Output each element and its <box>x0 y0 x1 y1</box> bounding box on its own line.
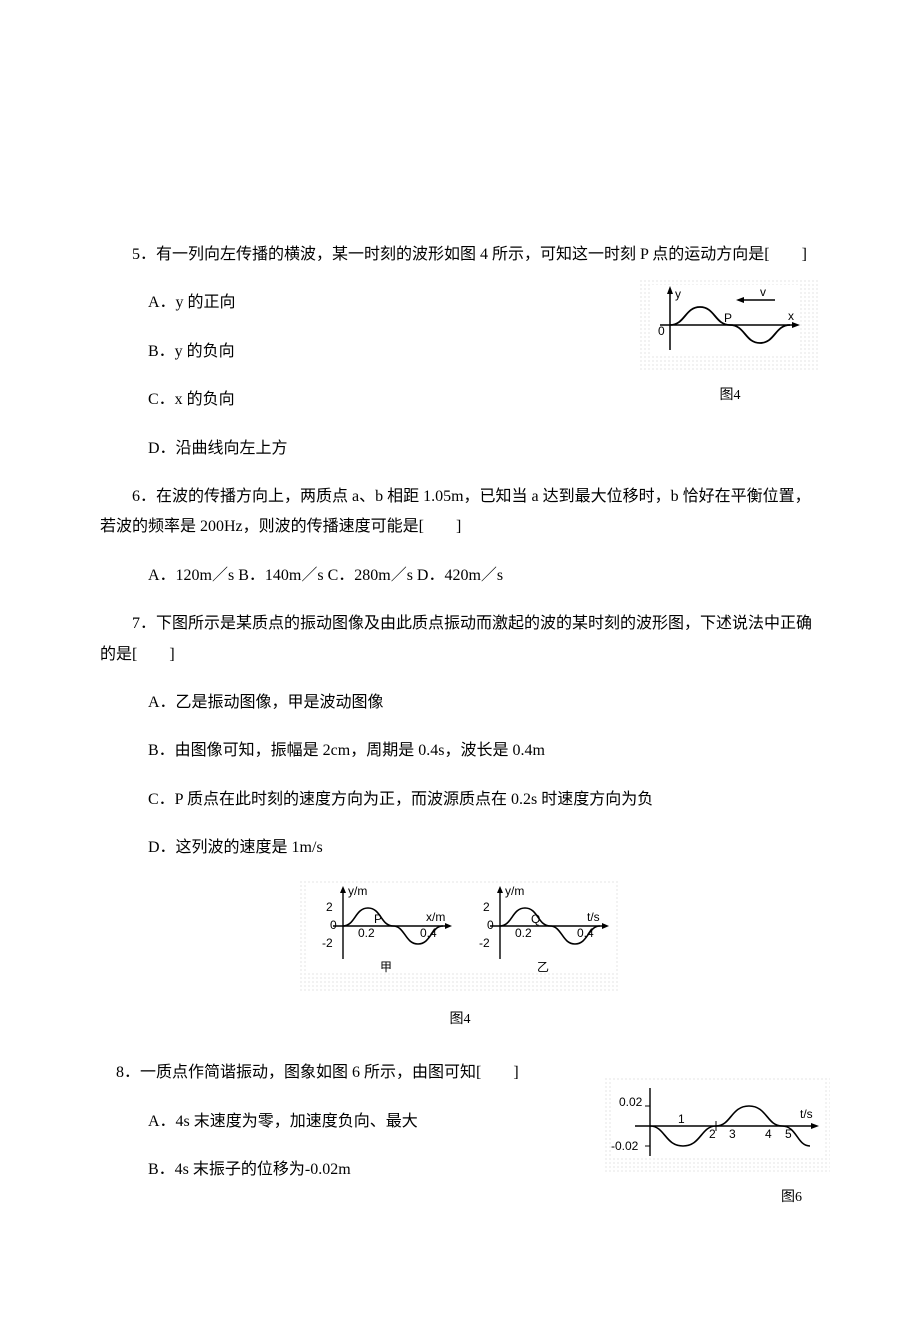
figure-4-wave: y x 0 v P 图4 <box>630 280 830 410</box>
svg-text:0: 0 <box>658 324 665 338</box>
q7-option-a: A．乙是振动图像，甲是波动图像 <box>100 688 820 718</box>
question-6: 6．在波的传播方向上，两质点 a、b 相距 1.05m，已知当 a 达到最大位移… <box>100 482 820 591</box>
svg-text:0.2: 0.2 <box>515 926 532 940</box>
svg-text:y/m: y/m <box>348 884 367 898</box>
svg-text:t/s: t/s <box>800 1107 813 1121</box>
q7-option-c: C．P 质点在此时刻的速度方向为正，而波源质点在 0.2s 时速度方向为负 <box>100 785 820 815</box>
wave-pair-diagram-icon: y/m x/m 2 0 -2 0.2 0.4 P 甲 <box>300 881 620 991</box>
svg-text:0.4: 0.4 <box>577 926 594 940</box>
svg-text:4: 4 <box>765 1127 772 1141</box>
question-7: 7．下图所示是某质点的振动图像及由此质点振动而激起的波的某时刻的波形图，下述说法… <box>100 609 820 1034</box>
figure-6: t/s 0.02 -0.02 1 2 3 4 5 图6 <box>600 1078 830 1211</box>
figure-4-caption: 图4 <box>630 383 830 410</box>
svg-text:2: 2 <box>709 1127 716 1141</box>
figure-6-caption: 图6 <box>600 1185 830 1212</box>
axis-x-label: x <box>788 309 794 323</box>
q5-option-d: D．沿曲线向左上方 <box>100 434 820 464</box>
q5-stem: 5．有一列向左传播的横波，某一时刻的波形如图 4 所示，可知这一时刻 P 点的运… <box>100 240 820 270</box>
svg-text:0.02: 0.02 <box>619 1095 643 1109</box>
shm-diagram-icon: t/s 0.02 -0.02 1 2 3 4 5 <box>605 1078 830 1173</box>
question-8: 8．一质点作简谐振动，图象如图 6 所示，由图可知[ ] t/s 0.02 -0… <box>100 1058 820 1185</box>
svg-text:-2: -2 <box>322 936 333 950</box>
svg-text:2: 2 <box>483 900 490 914</box>
svg-text:0: 0 <box>487 918 494 932</box>
q7-option-d: D．这列波的速度是 1m/s <box>100 833 820 863</box>
svg-text:Q: Q <box>531 912 540 926</box>
question-5: 5．有一列向左传播的横波，某一时刻的波形如图 4 所示，可知这一时刻 P 点的运… <box>100 240 820 464</box>
velocity-label: v <box>760 285 766 299</box>
point-p-label: P <box>724 311 732 325</box>
svg-text:甲: 甲 <box>380 960 392 974</box>
svg-text:1: 1 <box>678 1112 685 1126</box>
figure-4-pair: y/m x/m 2 0 -2 0.2 0.4 P 甲 <box>100 881 820 1034</box>
svg-text:P: P <box>374 912 382 926</box>
svg-text:-2: -2 <box>479 936 490 950</box>
q6-options: A．120m／s B．140m／s C．280m／s D．420m／s <box>100 561 820 591</box>
svg-text:0.4: 0.4 <box>420 926 437 940</box>
svg-text:2: 2 <box>326 900 333 914</box>
svg-text:y/m: y/m <box>505 884 524 898</box>
wave-diagram-icon: y x 0 v P <box>640 280 820 370</box>
svg-text:-0.02: -0.02 <box>611 1139 639 1153</box>
axis-y-label: y <box>675 287 681 301</box>
q7-stem: 7．下图所示是某质点的振动图像及由此质点振动而激起的波的某时刻的波形图，下述说法… <box>100 609 820 670</box>
q6-stem: 6．在波的传播方向上，两质点 a、b 相距 1.05m，已知当 a 达到最大位移… <box>100 482 820 543</box>
svg-text:5: 5 <box>785 1127 792 1141</box>
figure-4-pair-caption: 图4 <box>300 1007 620 1034</box>
svg-text:x/m: x/m <box>426 910 445 924</box>
svg-text:0.2: 0.2 <box>358 926 375 940</box>
q7-option-b: B．由图像可知，振幅是 2cm，周期是 0.4s，波长是 0.4m <box>100 736 820 766</box>
svg-text:乙: 乙 <box>537 960 549 974</box>
svg-text:0: 0 <box>330 918 337 932</box>
svg-text:t/s: t/s <box>587 910 600 924</box>
svg-text:3: 3 <box>729 1127 736 1141</box>
